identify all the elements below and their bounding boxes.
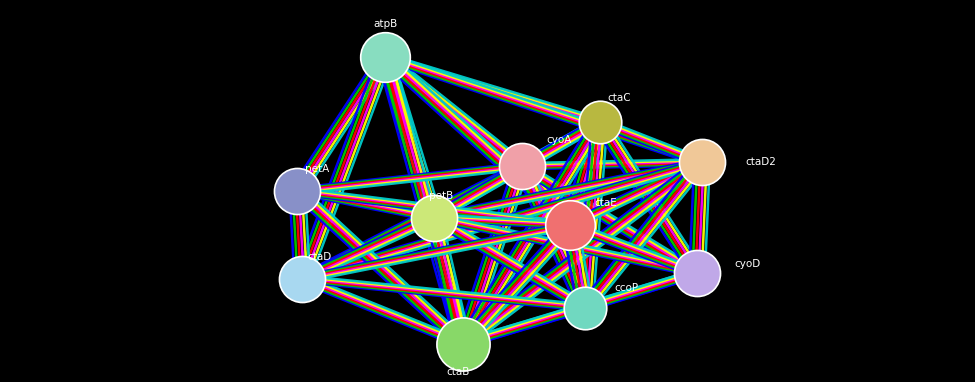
- Text: atpB: atpB: [373, 19, 397, 29]
- Text: petB: petB: [429, 191, 453, 201]
- Point: [592, 119, 607, 125]
- Point: [294, 276, 310, 282]
- Point: [455, 341, 471, 347]
- Text: ctaD2: ctaD2: [746, 157, 777, 167]
- Text: ctaC: ctaC: [607, 93, 631, 103]
- Point: [290, 188, 305, 194]
- Text: ctaE: ctaE: [595, 198, 617, 208]
- Text: ccoP: ccoP: [614, 283, 639, 293]
- Point: [689, 270, 705, 276]
- Text: petA: petA: [305, 164, 330, 174]
- Point: [514, 163, 529, 169]
- Point: [426, 215, 442, 221]
- Point: [694, 159, 710, 165]
- Text: cyoD: cyoD: [734, 259, 760, 269]
- Text: ctaD: ctaD: [307, 252, 332, 262]
- Point: [563, 222, 578, 228]
- Point: [377, 54, 393, 60]
- Point: [577, 304, 593, 311]
- Text: ctaB: ctaB: [447, 367, 470, 377]
- Text: cyoA: cyoA: [546, 135, 571, 145]
